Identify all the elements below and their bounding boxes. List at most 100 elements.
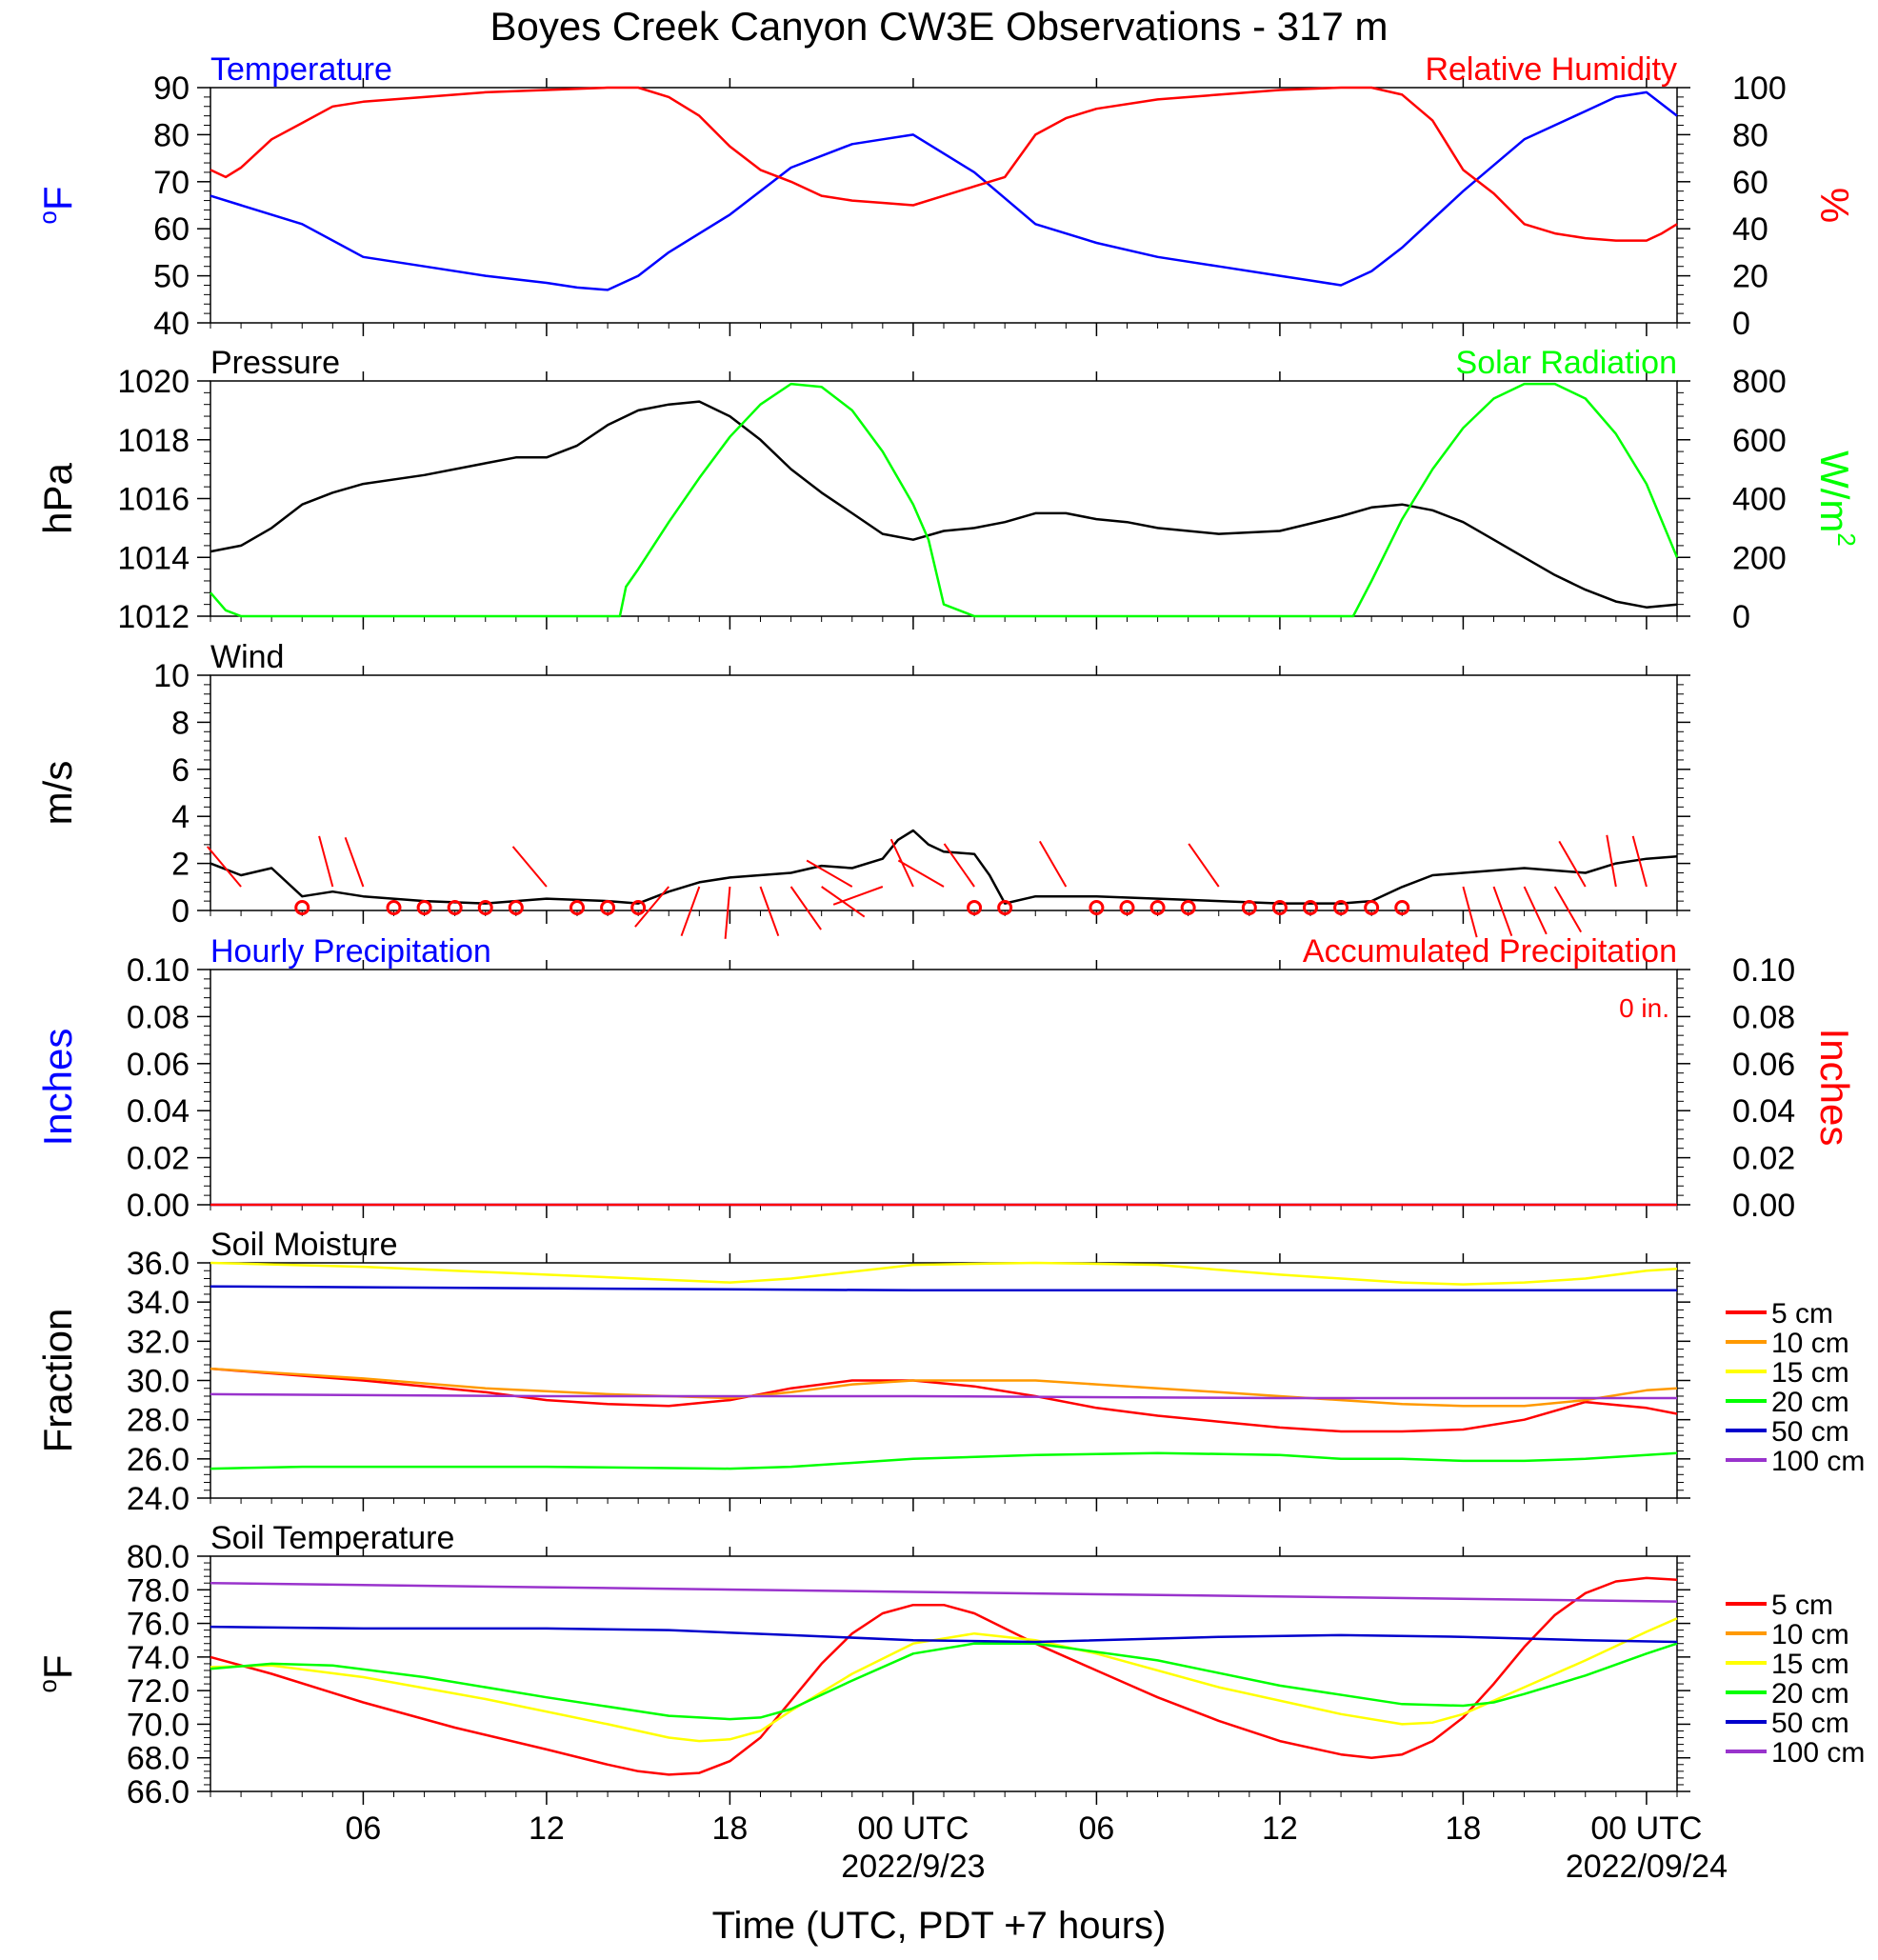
series-line-soil_moist-5	[210, 1392, 1677, 1400]
legend-label: 100 cm	[1771, 1737, 1865, 1769]
series-line-temp_rh-1	[210, 86, 1678, 242]
wind-barb	[943, 843, 975, 888]
right-tick-label: 0.02	[1732, 1141, 1795, 1177]
left-tick-label: 0.00	[127, 1188, 190, 1224]
left-tick-label: 60	[153, 211, 190, 248]
calm-wind-marker	[967, 900, 983, 915]
legend-label: 15 cm	[1771, 1649, 1849, 1680]
right-tick-label: 600	[1732, 423, 1787, 459]
right-tick-label: 200	[1732, 540, 1787, 576]
x-tick-label: 12	[1262, 1810, 1298, 1847]
panel-title-left: Hourly Precipitation	[210, 933, 491, 970]
legend-label: 100 cm	[1771, 1446, 1865, 1477]
calm-wind-marker	[294, 900, 310, 915]
left-tick-label: 8	[171, 705, 190, 741]
left-tick-label: 0.10	[127, 952, 190, 989]
left-tick-label: 34.0	[127, 1285, 190, 1321]
left-tick-label: 30.0	[127, 1364, 190, 1400]
series-line-soil_temp-1	[210, 1617, 1678, 1743]
right-tick-label: 20	[1732, 259, 1768, 295]
legend-label: 5 cm	[1771, 1590, 1833, 1621]
panel-title-right: Accumulated Precipitation	[1303, 933, 1677, 970]
wind-barb	[634, 886, 670, 928]
wind-barb	[724, 886, 731, 939]
left-tick-label: 0.06	[127, 1047, 190, 1083]
panel-precip: 0.00 0.02 0.04 0.06 0.08 0.10 0.00 0.02 0.04 0.06…	[35, 933, 1857, 1224]
series-line-soil_temp-4	[210, 1581, 1678, 1603]
calm-wind-marker	[416, 900, 432, 915]
calm-wind-marker	[997, 900, 1013, 915]
panel-soil_moist: 24.026.028.030.0 32.034.036.0 Soil Moistur…	[35, 1227, 1865, 1517]
left-tick-label: 26.0	[127, 1442, 190, 1478]
series-line-temp_rh-0	[210, 90, 1678, 291]
right-tick-label: 80	[1732, 117, 1768, 153]
calm-wind-marker	[1271, 900, 1288, 915]
calm-wind-marker	[1149, 900, 1166, 915]
wind-barb	[806, 859, 853, 888]
calm-wind-marker	[508, 900, 524, 915]
right-axis-label: Inches	[1812, 1029, 1857, 1147]
wind-barb	[1188, 843, 1220, 888]
left-tick-label: 4	[171, 799, 190, 835]
left-tick-label: 0.08	[127, 999, 190, 1035]
left-tick-label: 72.0	[127, 1673, 190, 1710]
x-axis-label: Time (UTC, PDT +7 hours)	[712, 1905, 1167, 1947]
x-tick-label: 00 UTC	[857, 1810, 969, 1847]
panel-temp_rh: 40 50 60 70 80 90 0 20 40 60 80 100 Temperature Relat…	[33, 51, 1857, 342]
panel-title-left: Soil Temperature	[210, 1520, 454, 1556]
right-tick-label: 0.00	[1732, 1188, 1795, 1224]
x-tick-label: 18	[712, 1810, 749, 1847]
panel-title-right: Solar Radiation	[1456, 345, 1677, 381]
calm-wind-marker	[1241, 900, 1257, 915]
left-tick-label: 36.0	[127, 1246, 190, 1282]
left-tick-label: 76.0	[127, 1607, 190, 1643]
left-tick-label: 0	[171, 893, 190, 930]
panel-soil_temp: 66.068.070.072.074.076.078.080.0 Soil Tem…	[33, 1520, 1865, 1810]
left-tick-label: 0.04	[127, 1093, 190, 1130]
legend-label: 50 cm	[1771, 1416, 1849, 1448]
right-tick-label: 0.04	[1732, 1093, 1795, 1130]
left-tick-label: 50	[153, 259, 190, 295]
right-tick-label: 0.08	[1732, 999, 1795, 1035]
x-date-label: 2022/09/24	[1566, 1849, 1728, 1885]
left-tick-label: 80.0	[127, 1539, 190, 1575]
wind-barb	[1462, 886, 1478, 938]
x-tick-label: 12	[529, 1810, 565, 1847]
left-tick-label: 1020	[117, 364, 190, 400]
panel-title-left: Soil Moisture	[210, 1227, 398, 1263]
left-tick-label: 10	[153, 658, 190, 694]
wind-barb	[1523, 886, 1548, 935]
left-axis-label: oF	[33, 186, 80, 224]
left-tick-label: 2	[171, 847, 190, 883]
calm-wind-marker	[1333, 900, 1349, 915]
right-tick-label: 0	[1732, 599, 1750, 635]
wind-barb	[789, 886, 822, 930]
wind-barb	[1492, 886, 1513, 937]
left-tick-label: 68.0	[127, 1741, 190, 1777]
left-tick-label: 40	[153, 306, 190, 342]
wind-barb	[759, 886, 780, 937]
series-line-soil_moist-3	[210, 1451, 1678, 1470]
right-tick-label: 60	[1732, 165, 1768, 201]
calm-wind-marker	[386, 900, 402, 915]
left-axis-label: Inches	[35, 1029, 80, 1147]
wind-barb	[1553, 886, 1583, 933]
left-axis-label: Fraction	[35, 1309, 80, 1453]
left-tick-label: 24.0	[127, 1481, 190, 1517]
left-tick-label: 80	[153, 117, 190, 153]
series-line-soil_temp-2	[210, 1642, 1678, 1721]
left-axis-label: oF	[33, 1654, 80, 1692]
left-tick-label: 70.0	[127, 1707, 190, 1743]
calm-wind-marker	[477, 900, 493, 915]
left-tick-label: 6	[171, 752, 190, 789]
right-tick-label: 800	[1732, 364, 1787, 400]
right-tick-label: 40	[1732, 211, 1768, 248]
legend-label: 15 cm	[1771, 1357, 1849, 1389]
wind-barb	[1631, 835, 1648, 888]
calm-wind-marker	[630, 900, 647, 915]
precip-annotation: 0 in.	[1619, 993, 1669, 1023]
figure-title: Boyes Creek Canyon CW3E Observations - 3…	[489, 4, 1388, 49]
wind-barb	[318, 835, 334, 888]
series-line-soil_moist-2	[210, 1261, 1678, 1286]
